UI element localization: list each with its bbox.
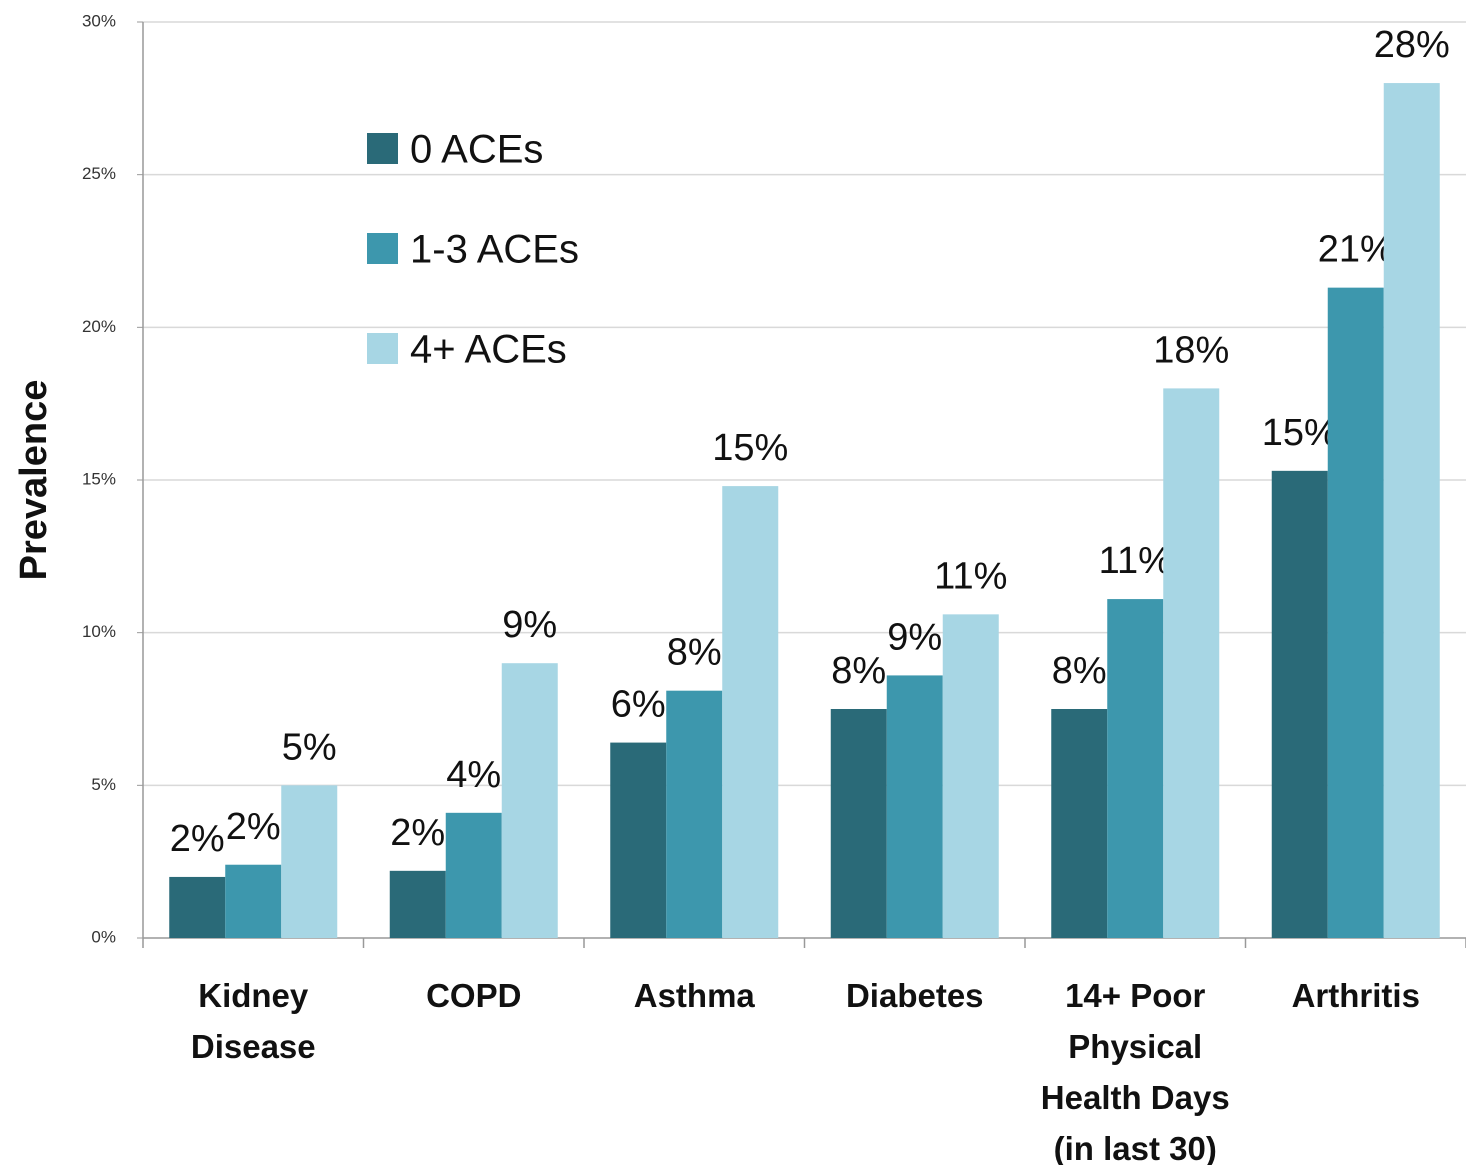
data-label: 21% <box>1318 229 1394 271</box>
y-tick-label: 5% <box>91 775 116 794</box>
legend-label: 4+ ACEs <box>410 328 567 372</box>
y-tick-label: 15% <box>82 469 116 488</box>
data-label: 15% <box>712 427 788 469</box>
data-label: 11% <box>1099 540 1172 582</box>
legend-swatch <box>367 133 398 164</box>
bar <box>1327 287 1384 938</box>
data-label: 4% <box>446 754 501 796</box>
bar <box>1107 599 1164 938</box>
bar <box>445 812 502 938</box>
x-tick-label: Arthritis <box>1291 977 1420 1014</box>
x-tick-label: 14+ Poor Physical Health Days (in last 3… <box>1040 977 1230 1165</box>
bar <box>169 876 226 938</box>
data-label: 2% <box>226 806 281 848</box>
bar <box>225 864 282 938</box>
y-tick-label: 0% <box>91 927 116 946</box>
y-tick-label: 10% <box>82 622 116 641</box>
bar <box>501 663 558 938</box>
bar <box>1383 83 1440 939</box>
data-label: 11% <box>934 555 1007 597</box>
bar <box>830 709 887 938</box>
legend-label: 0 ACEs <box>410 128 543 172</box>
data-label: 2% <box>170 818 225 860</box>
bar <box>942 614 999 938</box>
x-tick-label: COPD <box>426 977 522 1014</box>
bar <box>886 675 943 938</box>
data-label: 18% <box>1153 329 1229 371</box>
data-label: 28% <box>1374 24 1450 66</box>
legend-label: 1-3 ACEs <box>410 228 579 272</box>
bar <box>666 690 723 938</box>
y-tick-label: 30% <box>82 11 116 30</box>
y-tick-label: 20% <box>82 317 116 336</box>
x-tick-label: Asthma <box>633 977 755 1014</box>
bar <box>389 870 446 938</box>
x-tick-label: Diabetes <box>845 977 984 1014</box>
bar <box>281 785 338 938</box>
data-label: 6% <box>611 684 666 726</box>
bar <box>722 486 779 938</box>
bar <box>610 742 667 938</box>
bar <box>1163 388 1220 938</box>
y-tick-label: 25% <box>82 164 116 183</box>
data-label: 15% <box>1262 412 1338 454</box>
data-label: 2% <box>390 812 445 854</box>
data-label: 8% <box>667 632 722 674</box>
data-label: 5% <box>282 726 337 768</box>
y-axis-label: Prevalence <box>13 380 55 581</box>
bar <box>1051 709 1108 938</box>
data-label: 8% <box>831 650 886 692</box>
legend-swatch <box>367 233 398 264</box>
data-label: 9% <box>887 616 942 658</box>
x-tick-label: Kidney Disease <box>190 977 316 1065</box>
legend-swatch <box>367 333 398 364</box>
data-label: 9% <box>502 604 557 646</box>
bar <box>1271 470 1328 938</box>
data-label: 8% <box>1052 650 1107 692</box>
